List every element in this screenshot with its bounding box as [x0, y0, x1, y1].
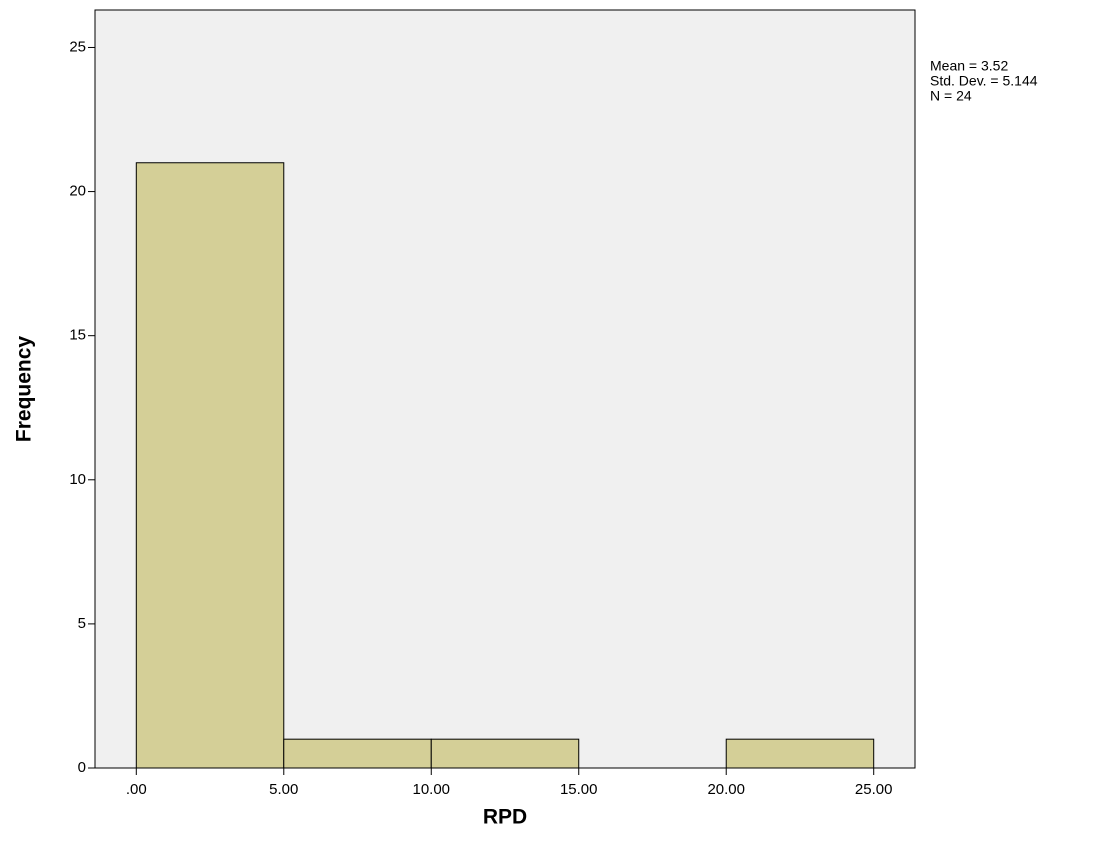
x-tick-label: 5.00 — [269, 781, 298, 798]
y-tick-label: 5 — [78, 615, 86, 632]
bar — [430, 738, 580, 769]
x-tick-label: 15.00 — [560, 781, 598, 798]
y-tick-label: 25 — [69, 38, 86, 55]
stat-note: N = 24 — [930, 88, 972, 104]
bar — [725, 738, 875, 769]
x-tick-label: 10.00 — [412, 781, 450, 798]
x-axis-title: RPD — [483, 806, 527, 829]
x-tick-label: 25.00 — [855, 781, 893, 798]
bar — [283, 738, 432, 769]
bar — [135, 162, 285, 769]
y-tick-label: 0 — [78, 759, 86, 776]
y-axis-title: Frequency — [13, 336, 36, 443]
stat-note: Mean = 3.52 — [930, 58, 1008, 74]
y-tick-label: 20 — [69, 183, 86, 200]
x-tick-label: .00 — [126, 781, 147, 798]
x-tick-label: 20.00 — [707, 781, 745, 798]
stat-note: Std. Dev. = 5.144 — [930, 73, 1038, 89]
y-tick-label: 10 — [69, 471, 86, 488]
y-tick-label: 15 — [69, 327, 86, 344]
